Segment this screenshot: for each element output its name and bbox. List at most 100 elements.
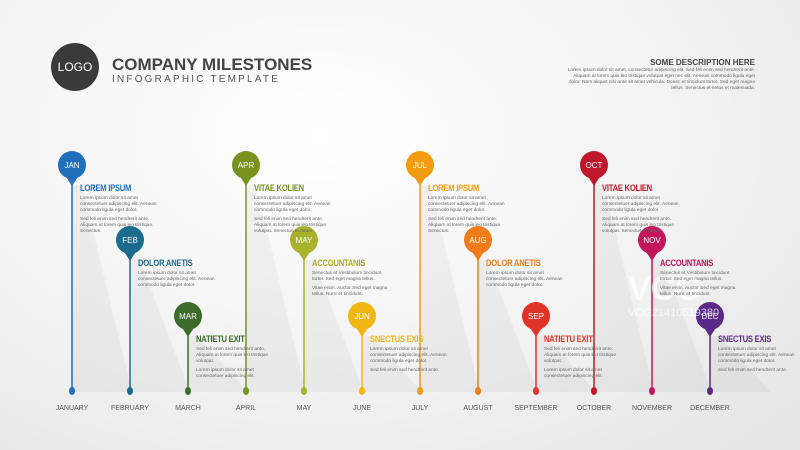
pin-head <box>638 226 666 254</box>
pin-label: JAN <box>64 161 79 170</box>
pin-head <box>580 151 608 179</box>
pin-shadow <box>652 260 712 392</box>
pin-shadow <box>246 185 306 392</box>
month-label: MARCH <box>175 405 201 412</box>
pin-base <box>533 387 539 395</box>
pin-base <box>475 387 481 395</box>
milestone-text: NATIETU EXIT Sed feli enim sed hendrerit … <box>544 334 624 380</box>
milestone-paragraph: Lorem ipsum dolor sit amet consectetuer … <box>602 196 679 213</box>
month-label: DECEMBER <box>690 405 730 412</box>
milestone-paragraph: Senectus et Vestibulum tincidunt tortor.… <box>312 271 382 282</box>
watermark-logo: VCG <box>628 270 702 308</box>
milestone-paragraph: Sed feli enim sed hendrerit ante. <box>718 368 788 373</box>
milestone-text: NATIETU EXIT Sed feli enim sed hendrerit … <box>196 334 276 380</box>
milestone-paragraph: Senectus et Vestibulum tincidunt tortor.… <box>660 271 730 282</box>
milestone-title: VITAE KOLIEN <box>254 183 304 193</box>
pin-label: MAY <box>296 236 313 245</box>
pin-shadow <box>362 336 422 392</box>
milestone-paragraph: Sed feli enim sed hendrerit ante. Aliqua… <box>428 217 502 234</box>
milestone-paragraph: Sed feli enim sed hendrerit ante. Aliqua… <box>254 217 326 234</box>
pin-base <box>127 387 133 395</box>
pin-label: FEB <box>122 236 138 245</box>
month-label: NOVEMBER <box>632 405 672 412</box>
pin-head <box>116 226 144 254</box>
pin-base <box>359 387 365 395</box>
pin-head <box>290 226 318 254</box>
milestone-title: ACCOUNTANIS <box>660 258 714 268</box>
milestone-title: LOREM IPSUM <box>428 183 480 193</box>
pin-shadow <box>304 260 364 392</box>
pin-label: NOV <box>643 236 661 245</box>
month-label: OCTOBER <box>577 405 612 412</box>
description-title: SOME DESCRIPTION HERE <box>650 58 756 67</box>
milestone-text: DOLOR ANETIS Lorem ipsum dolor sit amet c… <box>138 258 218 289</box>
month-label: AUGUST <box>463 405 493 412</box>
pin-head <box>58 151 86 179</box>
pin-shadow <box>188 336 248 392</box>
pin-head <box>522 302 550 330</box>
milestone-title: ACCOUNTANIS <box>312 258 366 268</box>
milestone-text: LOREM IPSUM Lorem ipsum dolor sit amet co… <box>80 183 160 235</box>
pin-label: DEC <box>702 312 719 321</box>
milestone-paragraph: Lorem ipsum dolor sit amet consectetuer … <box>138 271 215 288</box>
title: COMPANY MILESTONES <box>112 55 312 74</box>
logo-circle <box>51 43 99 91</box>
pin-shadow <box>420 185 480 392</box>
month-label: FEBRUARY <box>111 405 149 412</box>
milestone-title: SNECTUS EXIS <box>718 334 772 344</box>
milestone-paragraph: Lorem ipsum dolor sit amet consectetuer … <box>428 196 505 213</box>
milestone-title: LOREM IPSUM <box>80 183 132 193</box>
pin-label: OCT <box>586 161 603 170</box>
pin-shadow <box>536 336 596 392</box>
pin-label: MAR <box>179 312 197 321</box>
pin-base <box>301 387 307 395</box>
pin-shadow <box>478 260 538 392</box>
milestone-title: DOLOR ANETIS <box>138 258 193 268</box>
milestone-title: SNECTUS EXIS <box>370 334 424 344</box>
milestone-paragraph: Lorem ipsum dolor sit amet consectetuer … <box>80 196 157 213</box>
pin-base <box>591 387 597 395</box>
milestone-paragraph: Lorem ipsum dolor sit amet consectetuer … <box>718 347 795 364</box>
pin-base <box>707 387 713 395</box>
milestone-paragraph: Lorem ipsum dolor sit amet consectetuer … <box>254 196 331 213</box>
milestone-text: ACCOUNTANIS Senectus et Vestibulum tincid… <box>312 258 392 298</box>
milestone-paragraph: Sed feli enim sed hendrerit ante. <box>370 368 440 373</box>
milestone-paragraph: Lorem ipsum dolor sit amet consectetuer … <box>486 271 563 288</box>
milestone-paragraph: Vitae enim. Auctor Sed eget magna tellus… <box>660 286 736 297</box>
month-label: JULY <box>412 405 429 412</box>
milestone-title: VITAE KOLIEN <box>602 183 652 193</box>
pin-head <box>174 302 202 330</box>
pin-label: APR <box>238 161 255 170</box>
month-label: MAY <box>297 405 312 412</box>
milestone-paragraph: Sed feli enim sed hendrerit ante. Aliqua… <box>80 217 154 234</box>
pin-label: SEP <box>528 312 544 321</box>
pin-base <box>69 387 75 395</box>
month-label: APRIL <box>236 405 256 412</box>
milestone-paragraph: Lorem ipsum dolor sit amet consectetuer … <box>196 368 255 379</box>
milestone-paragraph: Lorem ipsum dolor sit amet consectetuer … <box>544 368 603 379</box>
milestone-text: SNECTUS EXIS Lorem ipsum dolor sit amet c… <box>370 334 450 374</box>
pin-base <box>417 387 423 395</box>
pin-base <box>243 387 249 395</box>
milestone-title: DOLOR ANETIS <box>486 258 541 268</box>
description-text: Lorem ipsum dolor sit amet, consectetur … <box>567 68 755 91</box>
milestone-paragraph: Sed feli enim sed hendrerit ante. Aliqua… <box>196 347 268 364</box>
milestone-text: LOREM IPSUM Lorem ipsum dolor sit amet co… <box>428 183 508 235</box>
pin-shadow <box>72 185 132 392</box>
logo-text: LOGO <box>58 60 93 74</box>
pin-label: AUG <box>469 236 486 245</box>
subtitle: INFOGRAPHIC TEMPLATE <box>112 74 280 85</box>
milestone-text: SNECTUS EXIS Lorem ipsum dolor sit amet c… <box>718 334 798 374</box>
month-label: JANUARY <box>56 405 89 412</box>
pin-head <box>696 302 724 330</box>
milestone-title: NATIETU EXIT <box>544 334 593 344</box>
pin-base <box>649 387 655 395</box>
milestone-text: VITAE KOLIEN Lorem ipsum dolor sit amet c… <box>254 183 334 235</box>
pin-shadow <box>710 336 770 392</box>
pin-head <box>406 151 434 179</box>
milestone-text: DOLOR ANETIS Lorem ipsum dolor sit amet c… <box>486 258 566 289</box>
milestone-paragraph: Sed feli enim sed hendrerit ante. Aliqua… <box>602 217 674 234</box>
pin-label: JUL <box>413 161 428 170</box>
